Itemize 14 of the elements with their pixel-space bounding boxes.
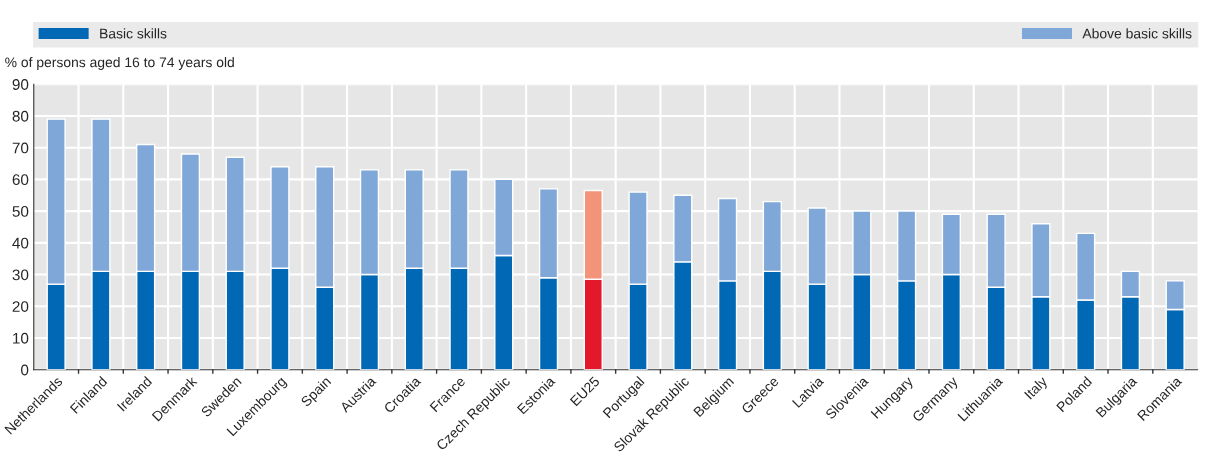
y-tick-label: 90: [12, 79, 29, 90]
legend-label: Above basic skills: [1082, 28, 1192, 39]
y-tick-label: 70: [12, 142, 29, 154]
y-tick-label: 0: [21, 364, 29, 376]
y-tick-label: 80: [12, 110, 29, 122]
y-axis-title: % of persons aged 16 to 74 years old: [5, 57, 234, 70]
y-tick-label: 20: [12, 301, 29, 312]
y-tick-label: 10: [13, 332, 29, 344]
y-tick-label: 50: [12, 205, 29, 217]
x-tick-label: Italy: [1023, 375, 1051, 402]
legend-label: Basic skills: [100, 28, 167, 39]
y-tick-label: 30: [12, 269, 29, 281]
y-tick-label: 40: [12, 237, 29, 249]
y-tick-label: 60: [12, 174, 29, 186]
